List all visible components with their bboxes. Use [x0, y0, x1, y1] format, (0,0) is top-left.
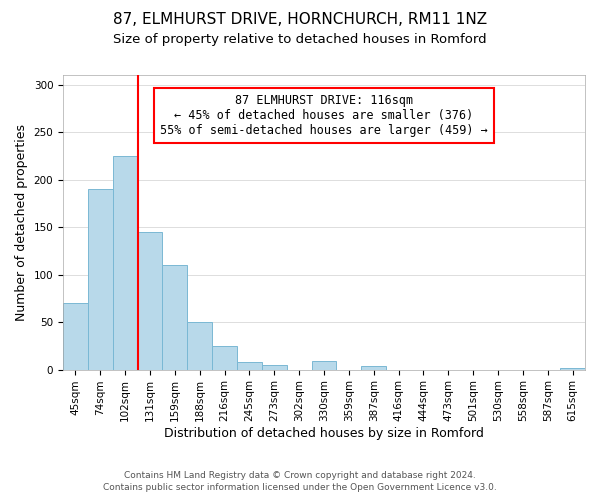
- Bar: [212, 346, 237, 370]
- Bar: [113, 156, 137, 370]
- Bar: [137, 232, 163, 370]
- Text: Size of property relative to detached houses in Romford: Size of property relative to detached ho…: [113, 32, 487, 46]
- Bar: [237, 362, 262, 370]
- Bar: [560, 368, 585, 370]
- Y-axis label: Number of detached properties: Number of detached properties: [15, 124, 28, 321]
- Text: 87, ELMHURST DRIVE, HORNCHURCH, RM11 1NZ: 87, ELMHURST DRIVE, HORNCHURCH, RM11 1NZ: [113, 12, 487, 28]
- Bar: [63, 303, 88, 370]
- Text: Contains HM Land Registry data © Crown copyright and database right 2024.
Contai: Contains HM Land Registry data © Crown c…: [103, 471, 497, 492]
- Bar: [88, 189, 113, 370]
- Bar: [361, 366, 386, 370]
- Bar: [311, 361, 337, 370]
- Bar: [163, 265, 187, 370]
- Bar: [262, 365, 287, 370]
- X-axis label: Distribution of detached houses by size in Romford: Distribution of detached houses by size …: [164, 427, 484, 440]
- Text: 87 ELMHURST DRIVE: 116sqm
← 45% of detached houses are smaller (376)
55% of semi: 87 ELMHURST DRIVE: 116sqm ← 45% of detac…: [160, 94, 488, 137]
- Bar: [187, 322, 212, 370]
